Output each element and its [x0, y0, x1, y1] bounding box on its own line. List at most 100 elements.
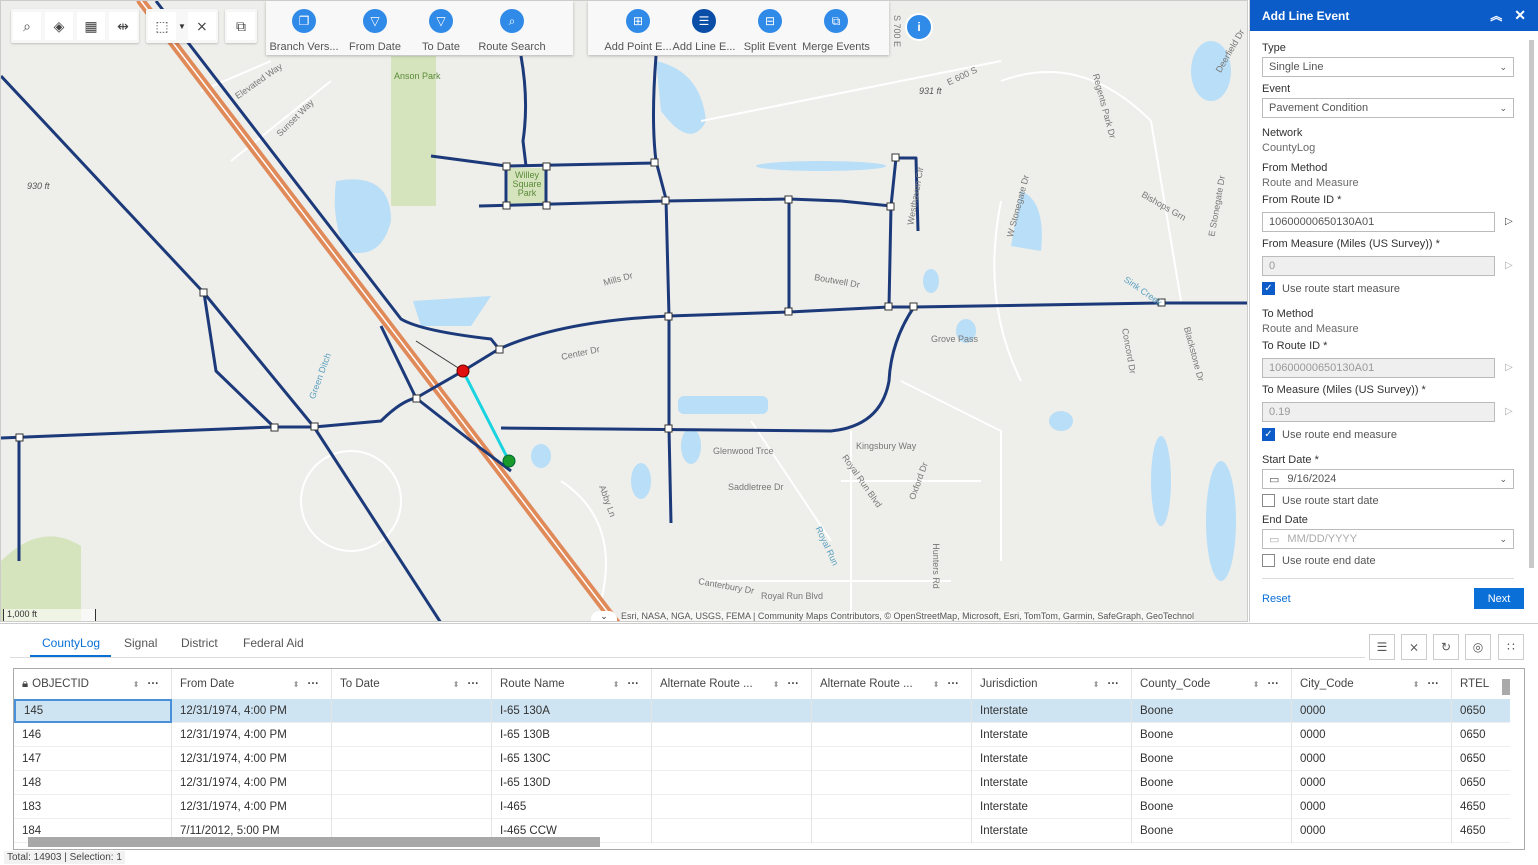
- table-cell[interactable]: Boone: [1132, 819, 1292, 843]
- sort-icon[interactable]: ⬍: [932, 679, 940, 689]
- table-cell[interactable]: Interstate: [972, 747, 1132, 771]
- pick-measure-icon[interactable]: ▷: [1505, 406, 1513, 417]
- more-options-icon[interactable]: ···: [147, 678, 160, 690]
- table-cell[interactable]: [332, 747, 492, 771]
- table-row[interactable]: 183 12/31/1974, 4:00 PM I-465 Interstate Boo…: [14, 795, 1510, 819]
- table-cell[interactable]: 0650: [1452, 771, 1524, 795]
- merge-events-button[interactable]: ⧉ Merge Events: [802, 1, 870, 55]
- table-cell[interactable]: [812, 747, 972, 771]
- table-cell[interactable]: 0000: [1292, 771, 1452, 795]
- column-header[interactable]: To Date ⬍ ···: [332, 669, 492, 699]
- table-cell[interactable]: [652, 747, 812, 771]
- column-header[interactable]: 🔒︎ OBJECTID ⬍ ···: [14, 669, 172, 699]
- table-row[interactable]: 148 12/31/1974, 4:00 PM I-65 130D Interstat…: [14, 771, 1510, 795]
- options-icon[interactable]: ∷: [1498, 634, 1524, 660]
- panel-scrollbar[interactable]: [1529, 40, 1534, 568]
- table-cell[interactable]: [332, 795, 492, 819]
- column-header[interactable]: City_Code ⬍ ···: [1292, 669, 1452, 699]
- table-cell[interactable]: Interstate: [972, 795, 1132, 819]
- table-cell[interactable]: 0000: [1292, 723, 1452, 747]
- table-cell[interactable]: [652, 771, 812, 795]
- layers-icon[interactable]: ◈: [45, 12, 73, 40]
- column-header[interactable]: Alternate Route ... ⬍ ···: [812, 669, 972, 699]
- table-row[interactable]: 145 12/31/1974, 4:00 PM I-65 130A Interstat…: [14, 699, 1510, 723]
- table-cell[interactable]: Boone: [1132, 747, 1292, 771]
- table-cell[interactable]: 0650: [1452, 699, 1524, 723]
- table-cell[interactable]: [652, 723, 812, 747]
- next-button[interactable]: Next: [1474, 588, 1524, 609]
- more-options-icon[interactable]: ···: [1107, 678, 1120, 690]
- type-select[interactable]: Single Line ⌄: [1262, 57, 1514, 77]
- table-cell[interactable]: 12/31/1974, 4:00 PM: [172, 795, 332, 819]
- from-date-button[interactable]: ▽ From Date: [342, 1, 408, 55]
- clear-selection-icon[interactable]: ⨯: [187, 12, 216, 40]
- refresh-icon[interactable]: ↻: [1433, 634, 1459, 660]
- to-measure-input[interactable]: 0.19: [1262, 402, 1495, 422]
- from-route-input[interactable]: 10600000650130A01: [1262, 212, 1495, 232]
- start-date-picker[interactable]: ▭ 9/16/2024 ⌄: [1262, 469, 1514, 489]
- pick-route-icon[interactable]: ▷: [1505, 216, 1513, 227]
- map-view[interactable]: Anson Park Elevated Way Sunset Way Wille…: [0, 0, 1248, 622]
- to-route-input[interactable]: 10600000650130A01: [1262, 358, 1495, 378]
- use-route-start-measure-checkbox[interactable]: ✓ Use route start measure: [1262, 282, 1400, 295]
- pick-route-icon[interactable]: ▷: [1505, 362, 1513, 373]
- horizontal-scrollbar[interactable]: [28, 837, 600, 847]
- table-row[interactable]: 146 12/31/1974, 4:00 PM I-65 130B Interstat…: [14, 723, 1510, 747]
- split-event-button[interactable]: ⊟ Split Event: [737, 1, 803, 55]
- table-cell[interactable]: 183: [14, 795, 172, 819]
- more-options-icon[interactable]: ···: [467, 678, 480, 690]
- tab-district[interactable]: District: [181, 636, 218, 650]
- info-button[interactable]: i: [905, 13, 933, 41]
- table-cell[interactable]: [812, 771, 972, 795]
- table-cell[interactable]: I-65 130A: [492, 699, 652, 723]
- table-cell[interactable]: Boone: [1132, 771, 1292, 795]
- more-options-icon[interactable]: ···: [1427, 678, 1440, 690]
- table-cell[interactable]: [812, 795, 972, 819]
- table-cell[interactable]: 4650: [1452, 819, 1524, 843]
- sort-icon[interactable]: ⬍: [612, 679, 620, 689]
- table-cell[interactable]: 12/31/1974, 4:00 PM: [172, 747, 332, 771]
- column-header[interactable]: RTEL: [1452, 669, 1524, 699]
- table-cell[interactable]: 7/11/2012, 5:00 PM: [172, 819, 332, 843]
- pick-measure-icon[interactable]: ▷: [1505, 260, 1513, 271]
- add-line-event-button[interactable]: ☰ Add Line E...: [671, 1, 737, 55]
- table-cell[interactable]: Boone: [1132, 699, 1292, 723]
- sort-icon[interactable]: ⬍: [292, 679, 300, 689]
- column-header[interactable]: Alternate Route ... ⬍ ···: [652, 669, 812, 699]
- table-cell[interactable]: I-65 130B: [492, 723, 652, 747]
- route-search-button[interactable]: ⌕ Route Search: [474, 1, 550, 55]
- vertical-scrollbar[interactable]: [1502, 679, 1510, 695]
- table-cell[interactable]: 145: [14, 699, 172, 723]
- table-row[interactable]: 184 7/11/2012, 5:00 PM I-465 CCW Interstate…: [14, 819, 1510, 843]
- table-cell[interactable]: Interstate: [972, 699, 1132, 723]
- add-point-event-button[interactable]: ⊞ Add Point E...: [604, 1, 672, 55]
- more-options-icon[interactable]: ···: [1267, 678, 1280, 690]
- table-cell[interactable]: [652, 819, 812, 843]
- sort-icon[interactable]: ⬍: [132, 679, 140, 689]
- table-cell[interactable]: 148: [14, 771, 172, 795]
- column-header[interactable]: County_Code ⬍ ···: [1132, 669, 1292, 699]
- table-cell[interactable]: 0000: [1292, 795, 1452, 819]
- column-header[interactable]: Jurisdiction ⬍ ···: [972, 669, 1132, 699]
- more-options-icon[interactable]: ···: [947, 678, 960, 690]
- more-options-icon[interactable]: ···: [307, 678, 320, 690]
- show-selection-icon[interactable]: ☰: [1369, 634, 1395, 660]
- table-cell[interactable]: Interstate: [972, 723, 1132, 747]
- table-row[interactable]: 147 12/31/1974, 4:00 PM I-65 130C Interstat…: [14, 747, 1510, 771]
- table-cell[interactable]: [812, 699, 972, 723]
- tab-countylog[interactable]: CountyLog: [42, 636, 101, 650]
- table-cell[interactable]: 146: [14, 723, 172, 747]
- table-cell[interactable]: Interstate: [972, 771, 1132, 795]
- filter-view-icon[interactable]: ◎: [1465, 634, 1491, 660]
- table-cell[interactable]: 12/31/1974, 4:00 PM: [172, 723, 332, 747]
- table-cell[interactable]: Interstate: [972, 819, 1132, 843]
- table-cell[interactable]: Boone: [1132, 723, 1292, 747]
- sort-icon[interactable]: ⬍: [1412, 679, 1420, 689]
- close-icon[interactable]: ✕: [1514, 7, 1526, 23]
- use-route-end-measure-checkbox[interactable]: ✓ Use route end measure: [1262, 428, 1397, 441]
- table-cell[interactable]: [332, 771, 492, 795]
- table-cell[interactable]: 0000: [1292, 747, 1452, 771]
- table-cell[interactable]: [652, 699, 812, 723]
- tab-signal[interactable]: Signal: [124, 636, 158, 650]
- table-cell[interactable]: 12/31/1974, 4:00 PM: [172, 699, 332, 723]
